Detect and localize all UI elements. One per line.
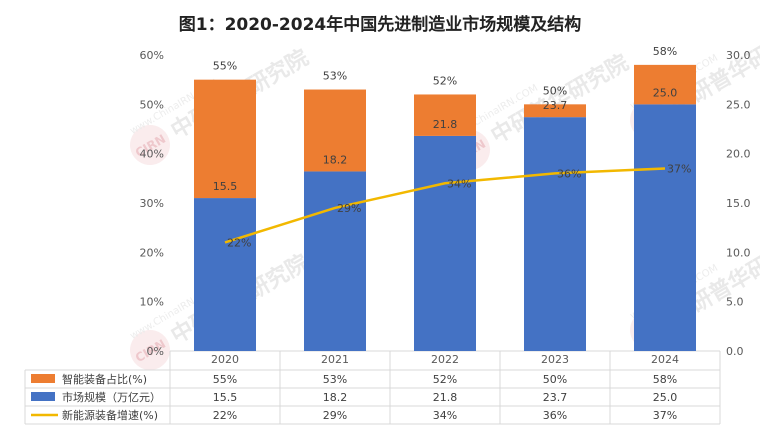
table-cell: 29% — [323, 409, 347, 422]
table-cell: 37% — [653, 409, 677, 422]
left-axis: 0% 10% 20% 30% 40% 50% 60% — [140, 49, 164, 358]
right-tick-label: 0.0 — [726, 345, 744, 358]
category-label-2021: 2021 — [321, 353, 349, 366]
bar-market-size-2022 — [414, 135, 476, 351]
label-smart-share-2021: 53% — [323, 70, 347, 83]
left-tick-label: 30% — [140, 197, 164, 210]
bar-smart-share-2024 — [634, 64, 696, 105]
right-tick-label: 30.0 — [726, 49, 751, 62]
table-cell: 22% — [213, 409, 237, 422]
label-market-size-2023: 23.7 — [543, 99, 568, 112]
right-tick-label: 10.0 — [726, 246, 751, 259]
right-axis: 0.0 5.0 10.0 15.0 20.0 25.0 30.0 — [726, 49, 751, 358]
table-cell: 34% — [433, 409, 457, 422]
label-market-size-2021: 18.2 — [323, 153, 348, 166]
bar-smart-share-2023 — [524, 104, 586, 118]
table-cell: 52% — [433, 373, 457, 386]
bar-market-size-2021 — [304, 171, 366, 351]
label-growth-2024: 37% — [667, 162, 691, 175]
bar-smart-share-2021 — [304, 89, 366, 172]
line-series-group: 22% 29% 34% 36% 37% — [224, 162, 691, 249]
category-label-2022: 2022 — [431, 353, 459, 366]
right-tick-label: 20.0 — [726, 148, 751, 161]
table-row-label: 市场规模（万亿元） — [62, 390, 161, 404]
label-growth-2023: 36% — [557, 167, 581, 180]
category-label-2024: 2024 — [651, 353, 679, 366]
label-smart-share-2020: 55% — [213, 60, 237, 73]
table-cell: 50% — [543, 373, 567, 386]
right-tick-label: 5.0 — [726, 296, 744, 309]
data-table: 智能装备占比(%) 55% 53% 52% 50% 58% 市场规模（万亿元） 15.5 18.… — [24, 351, 721, 425]
left-tick-label: 60% — [140, 49, 164, 62]
bar-market-size-2024 — [634, 104, 696, 351]
bar-smart-share-2020 — [194, 79, 256, 199]
label-market-size-2020: 15.5 — [213, 180, 238, 193]
table-row-label: 新能源装备增速(%) — [62, 408, 158, 422]
label-growth-2020: 22% — [227, 236, 251, 249]
right-tick-label: 25.0 — [726, 98, 751, 111]
label-smart-share-2022: 52% — [433, 74, 457, 87]
legend-key-bar — [31, 392, 55, 401]
table-cell: 15.5 — [213, 391, 238, 404]
category-label-2020: 2020 — [211, 353, 239, 366]
label-growth-2021: 29% — [337, 202, 361, 215]
legend-key-bar — [31, 374, 55, 383]
category-label-2023: 2023 — [541, 353, 569, 366]
table-cell: 55% — [213, 373, 237, 386]
chart-title: 图1：2020-2024年中国先进制造业市场规模及结构 — [179, 14, 582, 35]
label-smart-share-2023: 50% — [543, 84, 567, 97]
table-cell: 58% — [653, 373, 677, 386]
bar-market-size-2020 — [194, 198, 256, 351]
bar-smart-share-2022 — [414, 94, 476, 136]
label-smart-share-2024: 58% — [653, 45, 677, 58]
table-cell: 25.0 — [653, 391, 678, 404]
label-market-size-2022: 21.8 — [433, 118, 458, 131]
table-cell: 36% — [543, 409, 567, 422]
left-tick-label: 50% — [140, 98, 164, 111]
label-growth-2022: 34% — [447, 177, 471, 190]
right-tick-label: 15.0 — [726, 197, 751, 210]
left-tick-label: 40% — [140, 148, 164, 161]
left-tick-label: 0% — [147, 345, 164, 358]
bars-group: 55% 15.5 2020 53% 18.2 2021 52% 21.8 2022 50% 23.7… — [194, 45, 696, 366]
left-tick-label: 20% — [140, 246, 164, 259]
table-cell: 53% — [323, 373, 347, 386]
table-cell: 18.2 — [323, 391, 348, 404]
label-market-size-2024: 25.0 — [653, 86, 678, 99]
left-tick-label: 10% — [140, 296, 164, 309]
table-row-label: 智能装备占比(%) — [62, 372, 147, 386]
table-cell: 21.8 — [433, 391, 458, 404]
bar-market-size-2023 — [524, 117, 586, 351]
table-cell: 23.7 — [543, 391, 568, 404]
line-new-energy-growth — [224, 167, 666, 244]
